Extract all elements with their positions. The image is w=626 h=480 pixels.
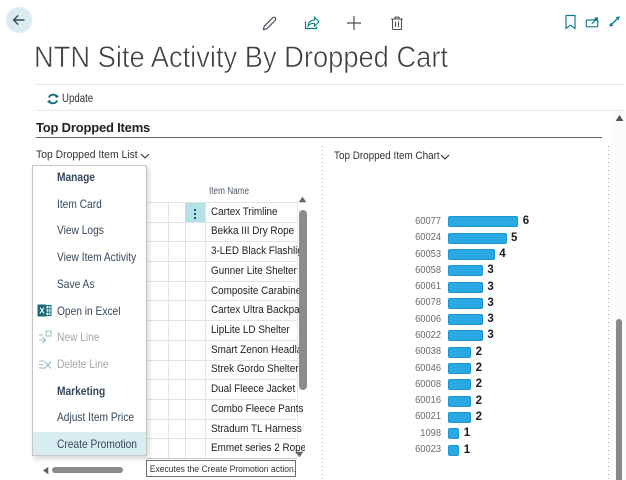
svg-text:X: X <box>39 307 45 316</box>
